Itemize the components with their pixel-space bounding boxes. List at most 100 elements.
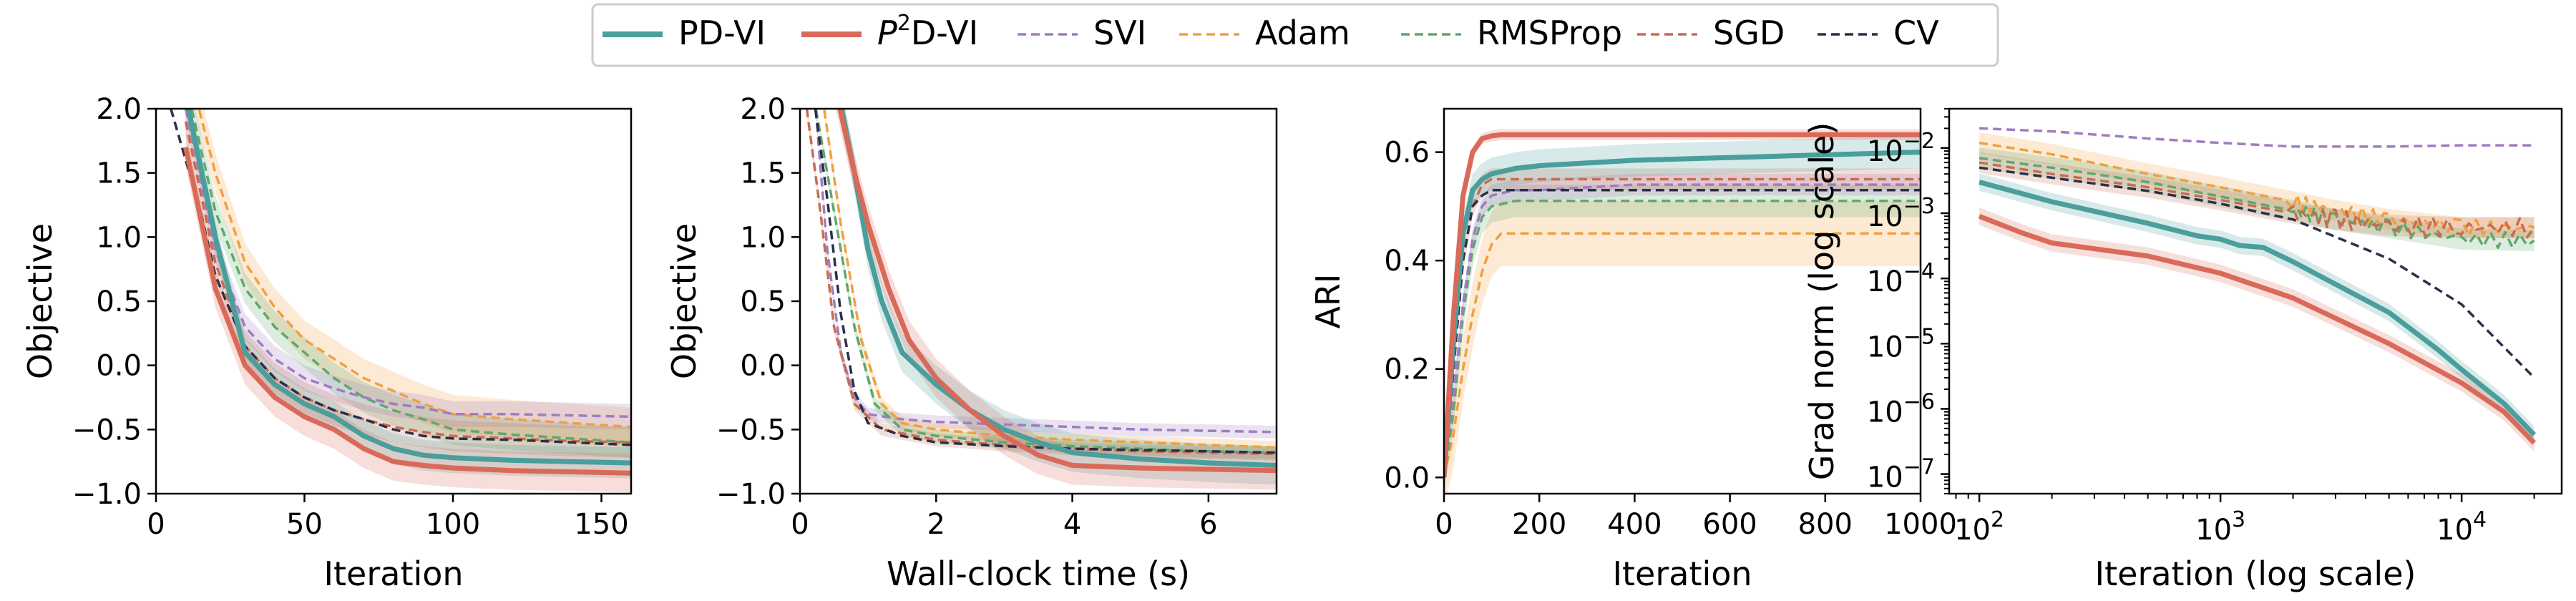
series-line-cv: [1444, 188, 1921, 478]
panels: 0 50 100 150 −1.0 −0.5 0.0 0.5 1.0 1.5 2.0 Iteratio…: [21, 93, 2563, 593]
y-tick-label: 1.5: [96, 157, 142, 190]
x-axis-label: Wall-clock time (s): [887, 554, 1190, 593]
chart-panel-2: 0 2 4 6 −1.0 −0.5 0.0 0.5 1.0 1.5 2.0 Wall-clock ti…: [665, 93, 1278, 593]
series-line-rmsprop: [1979, 157, 2535, 249]
band-adam: [1444, 200, 1921, 494]
series-line-cv: [1979, 166, 2535, 379]
band-sgd: [1979, 152, 2534, 238]
chart-panel-4: 102 103 104 10−7 10−6 10−5 10−4 10−3 10−2 Iterati…: [1802, 107, 2563, 593]
y-tick-label: −1.0: [72, 478, 142, 511]
y-axis-label: Grad norm (log scale): [1802, 122, 1841, 481]
x-tick-label: 6: [1199, 508, 1217, 541]
series-line-svi: [1444, 183, 1921, 478]
y-tick-label: 0.2: [1384, 353, 1430, 386]
y-tick-label: 2.0: [96, 93, 142, 126]
series-line-p2dvi: [1444, 132, 1921, 478]
series-line-rmsprop: [1444, 200, 1921, 478]
series-line-pdvi: [1444, 150, 1921, 478]
band-rmsprop: [1979, 147, 2534, 251]
plot-area: [1978, 127, 2537, 452]
series-line-p2dvi: [1978, 213, 2537, 445]
x-tick-label: 0: [147, 508, 165, 541]
axes-frame: [1443, 107, 1922, 495]
y-tick-label: 10−2: [1867, 129, 1935, 168]
x-tick-label: 102: [1954, 507, 2004, 547]
y-tick-label: 10−7: [1867, 455, 1935, 494]
y-tick-label: 10−5: [1867, 324, 1935, 363]
series-line-adam: [1979, 141, 2535, 237]
legend-label: CV: [1893, 14, 1939, 52]
band-adam: [1979, 132, 2534, 238]
legend-entry-svi: SVI: [1018, 14, 1146, 52]
legend: PD-VI P2D-VI SVI Adam RMSProp SGD CV: [591, 3, 1999, 67]
y-tick-label: 10−6: [1867, 389, 1935, 429]
legend-label: RMSProp: [1477, 14, 1622, 52]
y-tick-label: 0.5: [740, 285, 786, 318]
axes-frame: [1948, 107, 2563, 495]
series-line-sgd: [805, 109, 1277, 456]
series-line-pdvi: [1979, 180, 2537, 437]
legend-entry-sgd: SGD: [1637, 14, 1785, 52]
legend-entry-rmsprop: RMSProp: [1401, 14, 1622, 52]
series-line-adam: [1444, 232, 1921, 478]
x-tick-label: 400: [1607, 508, 1662, 541]
y-tick-label: 10−3: [1867, 194, 1935, 233]
y-tick-label: 0.0: [1384, 461, 1430, 494]
x-tick-label: 103: [2195, 507, 2245, 547]
series-line-rmsprop: [190, 109, 631, 444]
series-line-sgd: [1979, 161, 2536, 239]
x-tick-label: 600: [1702, 508, 1757, 541]
x-tick-label: 800: [1798, 508, 1853, 541]
band-rmsprop: [1444, 185, 1921, 494]
y-axis-label: Objective: [665, 223, 703, 379]
plot-area: [805, 109, 1277, 490]
legend-label: PD-VI: [678, 14, 766, 52]
x-tick-label: 150: [574, 508, 628, 541]
y-tick-label: −1.0: [716, 478, 786, 511]
y-tick-label: 0.0: [96, 350, 142, 383]
plot-area: [1444, 129, 1921, 494]
y-tick-label: 0.4: [1384, 245, 1430, 278]
series-line-adam: [197, 109, 631, 429]
y-tick-label: −0.5: [716, 414, 786, 446]
legend-label: P2D-VI: [877, 11, 978, 52]
legend-label: SGD: [1713, 14, 1785, 52]
series-line-cv: [814, 109, 1277, 454]
legend-entry-p2dvi: P2D-VI: [801, 11, 978, 52]
legend-frame: [591, 3, 1999, 67]
chart-panel-1: 0 50 100 150 −1.0 −0.5 0.0 0.5 1.0 1.5 2.0 Iteratio…: [21, 93, 633, 593]
band-adam: [194, 109, 631, 446]
series-line-svi: [1979, 127, 2534, 148]
x-axis-label: Iteration: [1612, 554, 1752, 593]
legend-label: Adam: [1255, 14, 1350, 52]
y-axis-label: ARI: [1309, 274, 1347, 329]
y-tick-label: 1.0: [740, 221, 786, 254]
y-tick-label: 0.5: [96, 285, 142, 318]
band-pdvi: [1979, 173, 2534, 444]
y-tick-label: 1.0: [96, 221, 142, 254]
band-adam: [823, 109, 1277, 454]
x-tick-label: 0: [791, 508, 809, 541]
x-tick-label: 4: [1063, 508, 1081, 541]
series-line-sgd: [1444, 177, 1921, 478]
y-axis-label: Objective: [21, 223, 59, 379]
x-tick-label: 50: [286, 508, 323, 541]
y-tick-label: 10−4: [1867, 259, 1935, 298]
y-tick-label: 0.6: [1384, 137, 1430, 170]
x-tick-label: 104: [2436, 507, 2487, 547]
legend-entry-pdvi: PD-VI: [602, 14, 766, 52]
y-tick-label: 2.0: [740, 93, 786, 126]
x-tick-label: 2: [927, 508, 945, 541]
x-axis-label: Iteration (log scale): [2095, 554, 2416, 593]
y-tick-label: 1.5: [740, 157, 786, 190]
chart-panel-3: 0 200 400 600 800 1000 0.0 0.2 0.4 0.6 Iteration AR…: [1309, 107, 1957, 593]
series-line-pdvi: [185, 109, 631, 466]
x-tick-label: 1000: [1884, 508, 1957, 541]
band-pdvi: [185, 109, 631, 479]
band-p2dvi: [1979, 207, 2534, 452]
x-tick-label: 200: [1512, 508, 1566, 541]
series-line-p2dvi: [183, 147, 631, 476]
plot-area: [170, 109, 631, 493]
legend-entry-adam: Adam: [1179, 14, 1350, 52]
